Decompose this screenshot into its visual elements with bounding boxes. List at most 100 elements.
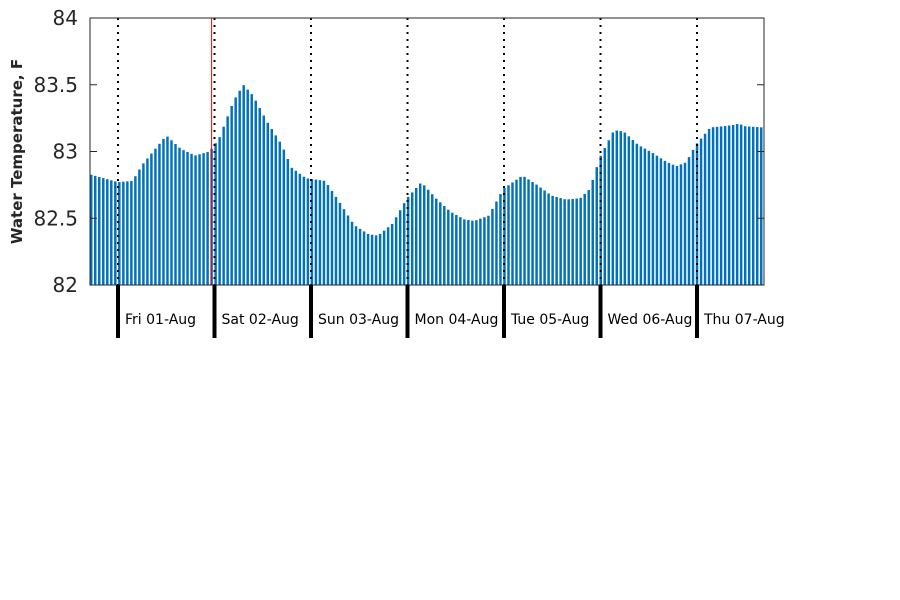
day-label: Sat 02-Aug	[222, 312, 299, 328]
temperature-bar	[571, 198, 574, 285]
temperature-bar	[611, 132, 615, 285]
temperature-bar	[178, 147, 181, 285]
temperature-bar	[182, 150, 185, 285]
temperature-bar	[543, 190, 546, 285]
temperature-bar	[431, 194, 434, 285]
temperature-bar	[583, 193, 586, 285]
bar-series	[90, 85, 763, 286]
temperature-bar	[731, 124, 735, 285]
temperature-bar	[146, 158, 149, 285]
temperature-bar	[394, 217, 398, 285]
temperature-bar	[290, 167, 294, 285]
temperature-bar	[234, 97, 237, 286]
temperature-bar	[126, 181, 129, 285]
temperature-bar	[739, 124, 743, 285]
temperature-bar	[342, 209, 346, 285]
temperature-bar	[298, 173, 302, 285]
temperature-bar	[230, 105, 233, 286]
temperature-bar	[410, 192, 414, 285]
temperature-bar	[539, 187, 542, 285]
y-tick-label: 83.5	[33, 73, 78, 97]
temperature-bar	[418, 183, 422, 285]
temperature-bar	[158, 143, 161, 285]
temperature-bar	[643, 148, 647, 285]
temperature-bar	[679, 164, 683, 285]
temperature-bar	[531, 182, 534, 285]
temperature-bar	[587, 190, 590, 285]
temperature-bar	[723, 126, 727, 285]
temperature-bar	[647, 150, 651, 285]
temperature-bar	[719, 126, 723, 285]
temperature-bar	[218, 137, 221, 285]
temperature-bar	[559, 198, 562, 285]
y-axis-label: Water Temperature, F	[8, 59, 26, 244]
temperature-bar	[194, 155, 197, 285]
temperature-bar	[683, 162, 687, 285]
temperature-bar	[627, 136, 631, 285]
temperature-bar	[422, 185, 426, 285]
temperature-bar	[619, 131, 623, 285]
temperature-bar	[322, 180, 326, 285]
temperature-bar	[390, 223, 394, 285]
temperature-bar	[607, 140, 611, 285]
temperature-bar	[282, 149, 286, 285]
temperature-bar	[671, 164, 675, 285]
day-label: Mon 04-Aug	[415, 312, 499, 328]
temperature-bar	[254, 100, 257, 286]
temperature-bar	[130, 180, 133, 285]
temperature-bar	[374, 235, 378, 285]
temperature-bar	[358, 228, 362, 285]
temperature-bar	[362, 231, 366, 285]
temperature-bar	[551, 195, 554, 285]
temperature-bar	[443, 206, 446, 285]
temperature-bar	[563, 199, 566, 285]
temperature-bar	[302, 176, 306, 285]
temperature-bar	[350, 221, 354, 285]
temperature-bar	[110, 180, 113, 285]
temperature-bar	[386, 227, 390, 285]
temperature-bar	[306, 178, 310, 285]
temperature-bar	[226, 116, 229, 285]
temperature-bar	[214, 143, 217, 285]
temperature-bar	[274, 135, 278, 285]
temperature-bar	[751, 126, 755, 286]
temperature-bar	[222, 126, 225, 285]
temperature-bar	[495, 201, 498, 285]
temperature-bar	[747, 126, 751, 285]
temperature-bar	[663, 160, 667, 285]
temperature-bar	[535, 184, 538, 285]
temperature-bar	[262, 115, 265, 286]
temperature-bar	[354, 226, 358, 285]
day-separators	[116, 285, 699, 338]
temperature-bar	[575, 198, 578, 285]
temperature-bar	[623, 132, 627, 285]
temperature-bar	[286, 159, 290, 285]
temperature-bar	[743, 126, 747, 285]
temperature-bar	[659, 158, 663, 285]
temperature-bar	[102, 178, 105, 285]
temperature-bar	[459, 217, 462, 285]
temperature-bar	[402, 203, 406, 285]
temperature-bar	[326, 185, 330, 285]
temperature-bar	[266, 122, 270, 285]
temperature-bar	[174, 144, 177, 285]
temperature-bar	[242, 85, 245, 285]
temperature-bar	[427, 189, 430, 285]
temperature-bar	[447, 209, 450, 285]
temperature-bar	[735, 124, 739, 286]
temperature-bar	[655, 155, 659, 285]
temperature-bar	[435, 198, 438, 285]
day-label: Fri 01-Aug	[125, 312, 196, 328]
day-label: Thu 07-Aug	[703, 312, 785, 328]
temperature-bar	[190, 153, 193, 285]
temperature-bar	[591, 179, 594, 285]
temperature-bar	[727, 125, 731, 286]
temperature-bar	[603, 148, 607, 285]
temperature-bar	[406, 196, 410, 285]
temperature-bar	[414, 187, 418, 285]
temperature-bar	[334, 196, 338, 285]
temperature-bar	[134, 176, 137, 285]
temperature-bar	[651, 153, 655, 285]
temperature-bar	[755, 127, 759, 285]
